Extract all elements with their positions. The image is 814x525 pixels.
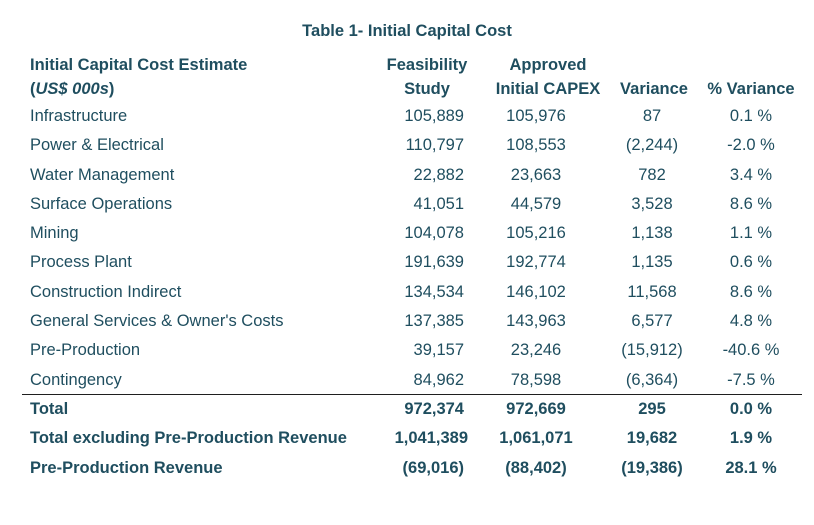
row-feasibility: 137,385: [404, 312, 464, 331]
row-capex: 105,976: [506, 107, 566, 125]
row-pct-variance: 8.6 %: [729, 282, 773, 301]
table-row: General Services & Owner's Costs 137,385…: [0, 307, 814, 336]
row-feasibility: 41,051: [413, 194, 464, 213]
header-col2-line2: Initial CAPEX: [495, 80, 601, 98]
total-feasibility: 1,041,389: [394, 429, 468, 448]
row-pct-variance: -2.0 %: [727, 136, 775, 155]
table-header: Initial Capital Cost Estimate (US$ 000s)…: [0, 51, 814, 103]
row-variance: 6,577: [631, 312, 673, 331]
total-feasibility: (69,016): [402, 458, 464, 477]
total-label: Total excluding Pre-Production Revenue: [30, 429, 347, 448]
row-capex: 105,216: [506, 224, 566, 243]
table-title: Table 1- Initial Capital Cost: [302, 22, 512, 40]
total-label: Pre-Production Revenue: [30, 458, 223, 477]
total-variance: 19,682: [626, 429, 678, 448]
row-feasibility: 104,078: [404, 224, 464, 243]
header-col4: % Variance: [707, 80, 795, 98]
total-row: Pre-Production Revenue (69,016) (88,402)…: [0, 454, 814, 483]
row-label: Water Management: [30, 165, 175, 184]
row-feasibility: 22,882: [413, 165, 464, 184]
header-label-line2: (US$ 000s): [30, 80, 115, 98]
row-feasibility: 191,639: [404, 253, 464, 272]
row-capex: 192,774: [506, 253, 566, 272]
header-col1-line2: Study: [404, 80, 450, 98]
row-label: Power & Electrical: [30, 136, 164, 155]
row-label: Process Plant: [30, 253, 132, 272]
row-label: General Services & Owner's Costs: [30, 312, 284, 331]
table-row: Contingency 84,962 78,598 (6,364) -7.5 %: [0, 366, 814, 395]
row-pct-variance: -7.5 %: [727, 370, 775, 389]
table-row: Surface Operations 41,051 44,579 3,528 8…: [0, 190, 814, 219]
header-col3: Variance: [620, 80, 688, 98]
table-row: Water Management 22,882 23,663 782 3.4 %: [0, 161, 814, 190]
row-variance: 782: [638, 165, 666, 184]
total-variance: 295: [638, 400, 666, 418]
row-label: Construction Indirect: [30, 282, 182, 301]
row-pct-variance: 8.6 %: [729, 194, 773, 213]
table-row: Mining 104,078 105,216 1,138 1.1 %: [0, 219, 814, 248]
table-row: Power & Electrical 110,797 108,553 (2,24…: [0, 131, 814, 160]
header-label-line1: Initial Capital Cost Estimate: [30, 56, 248, 74]
row-feasibility: 134,534: [404, 282, 464, 301]
row-variance: (15,912): [621, 341, 683, 360]
row-variance: 3,528: [631, 194, 673, 213]
row-variance: 87: [642, 107, 662, 125]
total-capex: 972,669: [506, 400, 566, 418]
table-totals: Total 972,374 972,669 295 0.0 % Total ex…: [0, 395, 814, 483]
total-row: Total 972,374 972,669 295 0.0 %: [0, 395, 814, 424]
table-row: Pre-Production 39,157 23,246 (15,912) -4…: [0, 336, 814, 365]
total-pct-variance: 0.0 %: [729, 400, 773, 418]
row-variance: 11,568: [627, 282, 677, 301]
row-pct-variance: 0.6 %: [729, 253, 773, 272]
row-capex: 143,963: [506, 312, 566, 331]
row-capex: 78,598: [510, 370, 562, 389]
row-pct-variance: -40.6 %: [722, 341, 780, 360]
row-feasibility: 39,157: [413, 341, 464, 360]
row-label: Mining: [30, 224, 79, 243]
table-row: Infrastructure 105,889 105,976 87 0.1 %: [0, 102, 814, 131]
row-capex: 23,246: [510, 341, 562, 360]
total-capex: (88,402): [505, 458, 567, 477]
row-variance: 1,135: [631, 253, 673, 272]
total-row: Total excluding Pre-Production Revenue 1…: [0, 424, 814, 453]
total-pct-variance: 1.9 %: [729, 429, 773, 448]
header-col2-line1: Approved: [509, 56, 587, 74]
row-variance: (6,364): [625, 370, 679, 389]
row-capex: 23,663: [510, 165, 562, 184]
row-feasibility: 84,962: [413, 370, 464, 389]
row-pct-variance: 3.4 %: [729, 165, 773, 184]
totals-divider: [22, 394, 802, 395]
row-pct-variance: 0.1 %: [729, 107, 773, 125]
total-feasibility: 972,374: [404, 400, 464, 418]
row-label: Surface Operations: [30, 194, 173, 213]
row-variance: (2,244): [625, 136, 679, 155]
row-capex: 44,579: [510, 194, 562, 213]
total-pct-variance: 28.1 %: [725, 458, 777, 477]
table-body: Infrastructure 105,889 105,976 87 0.1 % …: [0, 102, 814, 395]
row-capex: 146,102: [506, 282, 566, 301]
total-capex: 1,061,071: [499, 429, 573, 448]
row-capex: 108,553: [506, 136, 566, 155]
row-label: Infrastructure: [30, 107, 128, 125]
row-label: Contingency: [30, 370, 122, 389]
table-row: Process Plant 191,639 192,774 1,135 0.6 …: [0, 248, 814, 277]
row-label: Pre-Production: [30, 341, 141, 360]
row-feasibility: 105,889: [404, 107, 464, 125]
header-col1-line1: Feasibility: [386, 56, 468, 74]
total-variance: (19,386): [621, 458, 683, 477]
row-variance: 1,138: [631, 224, 673, 243]
row-feasibility: 110,797: [405, 136, 464, 155]
total-label: Total: [30, 400, 69, 418]
row-pct-variance: 1.1 %: [729, 224, 773, 243]
row-pct-variance: 4.8 %: [729, 312, 773, 331]
table-row: Construction Indirect 134,534 146,102 11…: [0, 278, 814, 307]
